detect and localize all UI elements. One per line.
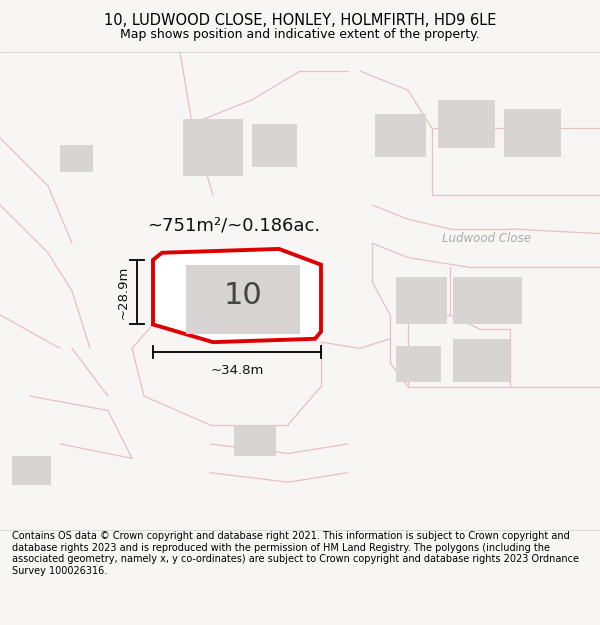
Bar bbox=[453, 339, 510, 382]
Bar bbox=[252, 124, 297, 167]
Bar bbox=[183, 119, 243, 176]
Bar bbox=[234, 425, 276, 456]
Text: Contains OS data © Crown copyright and database right 2021. This information is : Contains OS data © Crown copyright and d… bbox=[12, 531, 579, 576]
Text: 10: 10 bbox=[224, 281, 262, 310]
Bar bbox=[438, 100, 495, 148]
Text: 10, LUDWOOD CLOSE, HONLEY, HOLMFIRTH, HD9 6LE: 10, LUDWOOD CLOSE, HONLEY, HOLMFIRTH, HD… bbox=[104, 13, 496, 28]
Bar bbox=[504, 109, 561, 157]
Bar bbox=[60, 145, 93, 171]
Text: Ludwood Close: Ludwood Close bbox=[442, 232, 530, 245]
Polygon shape bbox=[153, 249, 321, 342]
Text: ~34.8m: ~34.8m bbox=[211, 364, 263, 377]
Bar bbox=[396, 346, 441, 382]
Bar bbox=[453, 277, 522, 324]
Bar bbox=[375, 114, 426, 157]
Text: ~28.9m: ~28.9m bbox=[117, 266, 130, 319]
Bar bbox=[396, 277, 447, 324]
Bar bbox=[12, 456, 51, 484]
Bar bbox=[186, 265, 300, 334]
Text: ~751m²/~0.186ac.: ~751m²/~0.186ac. bbox=[147, 216, 320, 234]
Text: Map shows position and indicative extent of the property.: Map shows position and indicative extent… bbox=[120, 28, 480, 41]
